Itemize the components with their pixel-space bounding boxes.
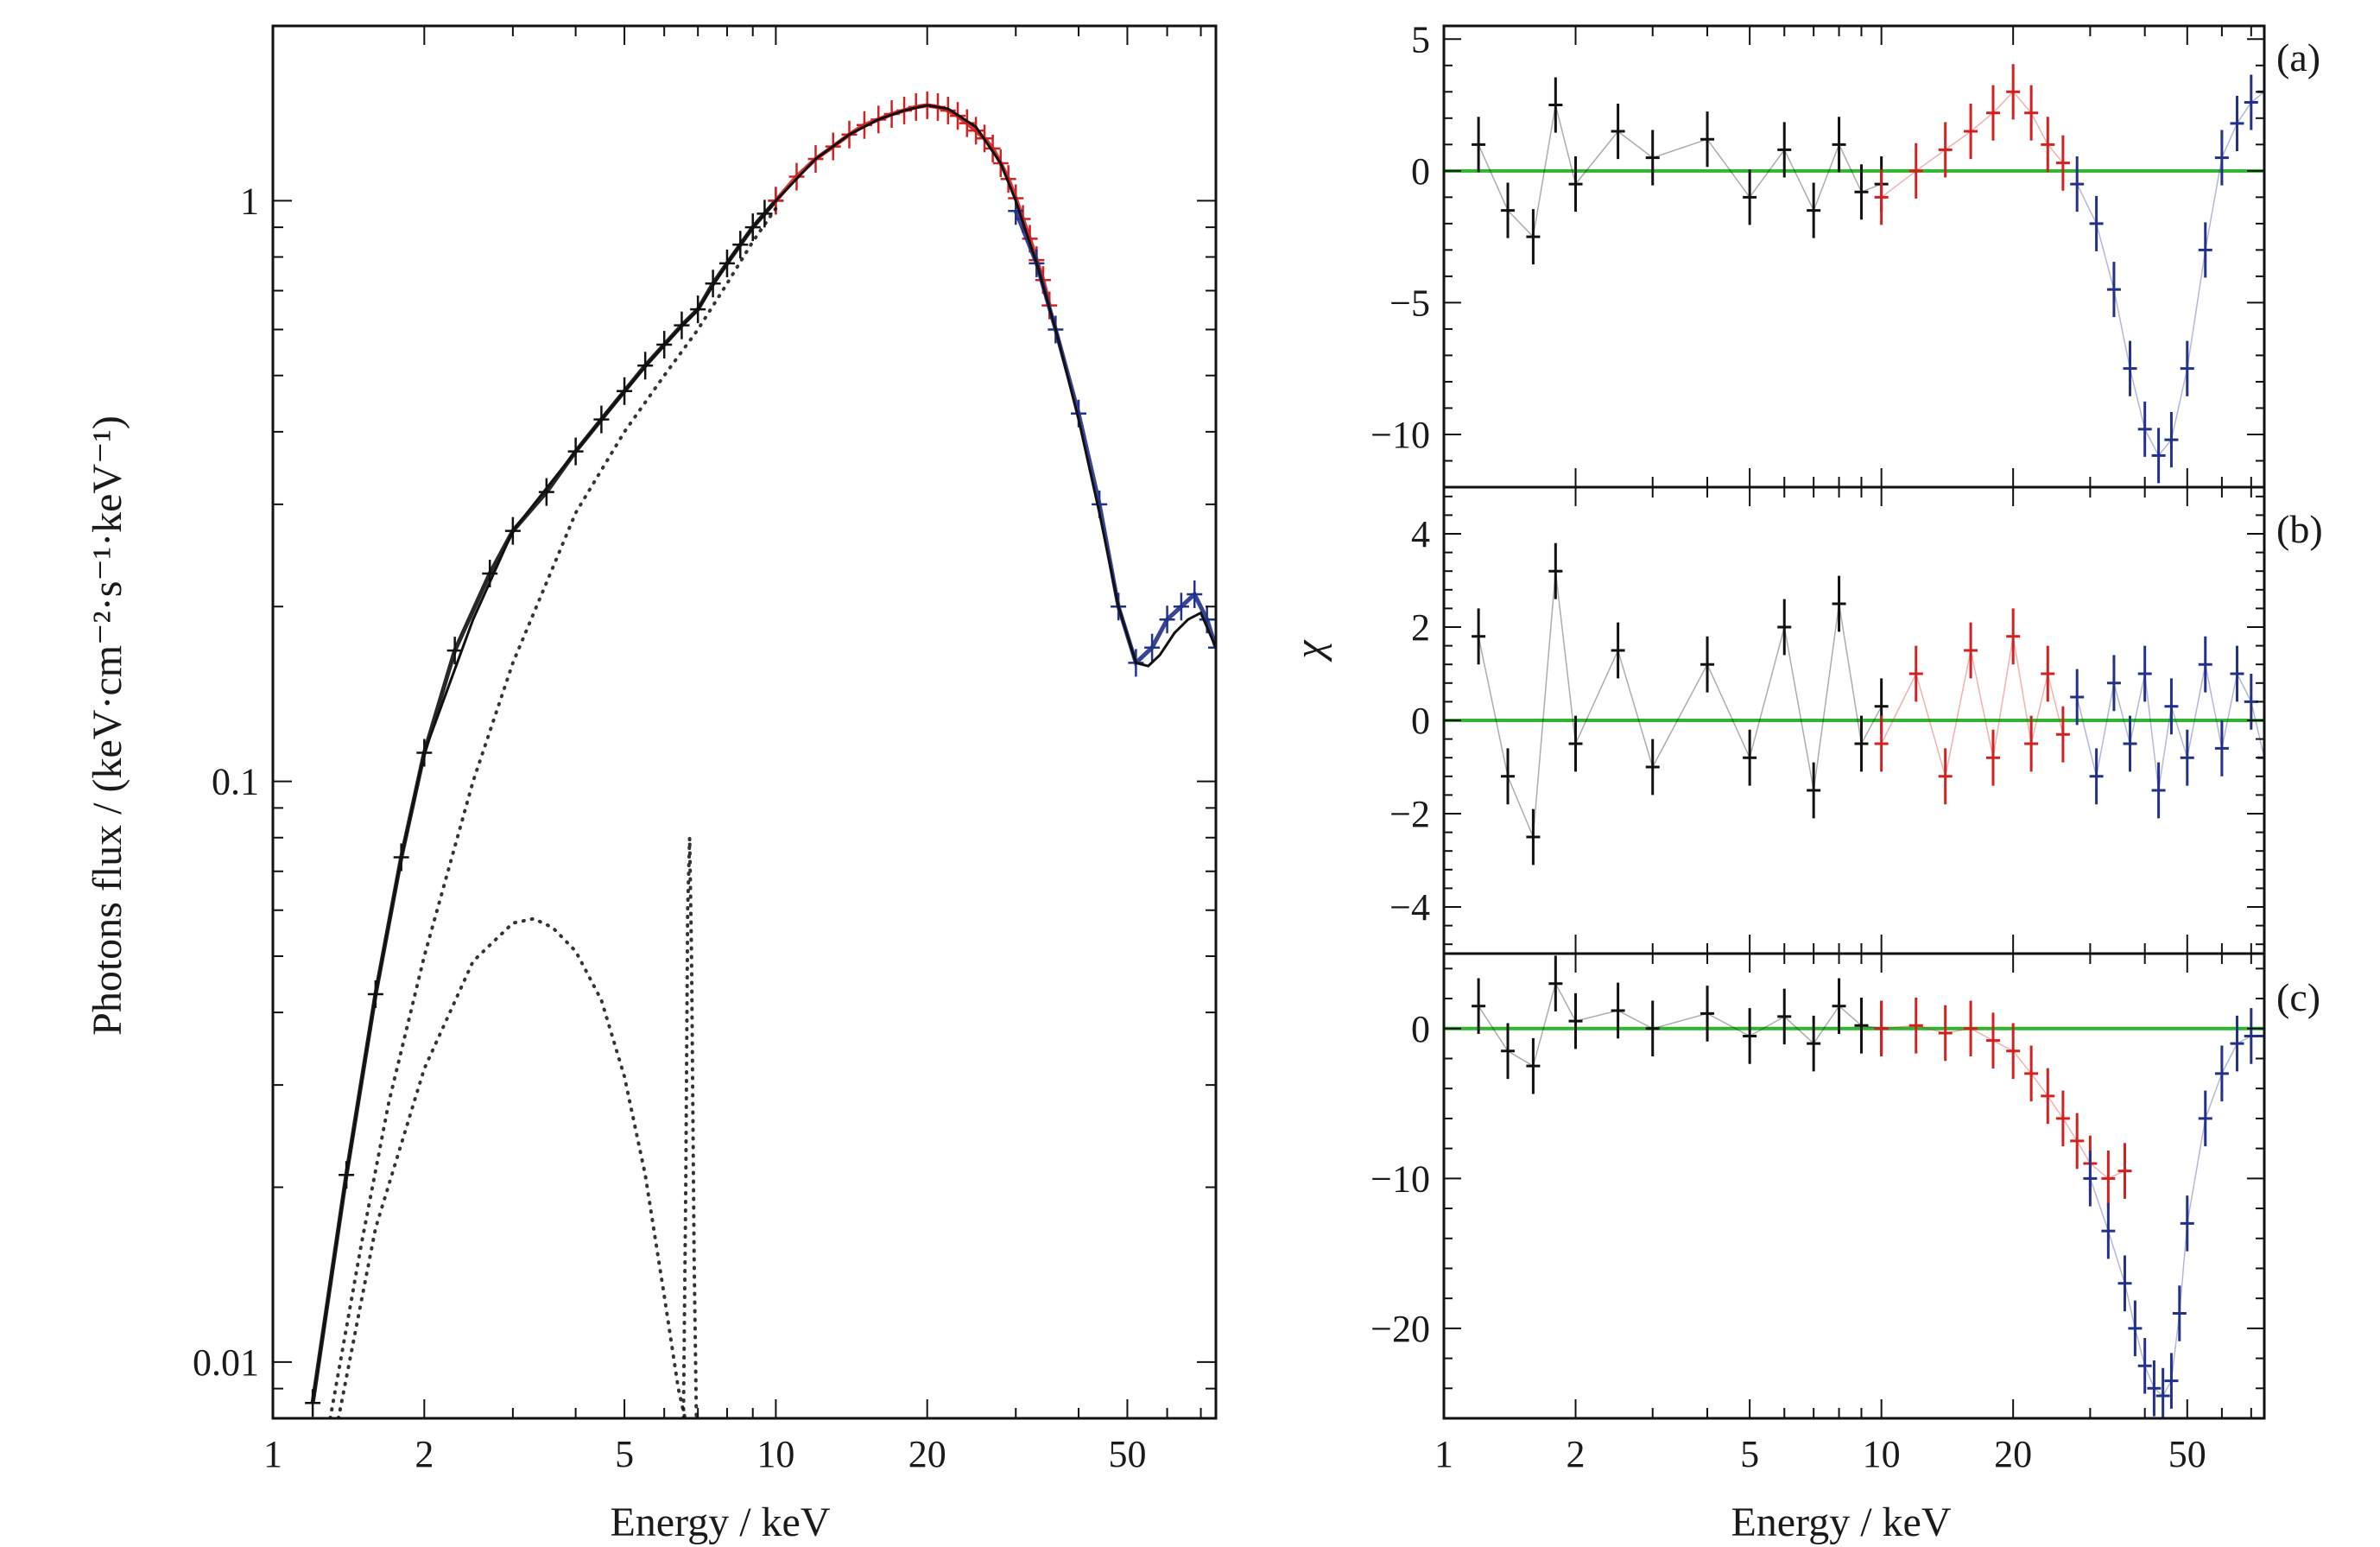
residual-a-y-tick-label: 5 xyxy=(1411,18,1430,60)
spectrum-model-line xyxy=(311,104,1216,1404)
spectrum-y-tick-label: 1 xyxy=(240,180,259,222)
residual-b-y-tick-label: 0 xyxy=(1411,700,1430,742)
spectrum-frame xyxy=(271,24,1218,1420)
residual-c-y-tick-label: 0 xyxy=(1411,1008,1430,1050)
residual-b-y-tick-label: 4 xyxy=(1411,513,1430,555)
residual-b-y-tick-label: 2 xyxy=(1411,606,1430,649)
spectrum-x-tick-label: 1 xyxy=(263,1433,282,1475)
spectrum-data-trace-detector_a xyxy=(310,199,778,1404)
spectrum-model-component xyxy=(336,916,687,1418)
spectrum-model-component xyxy=(328,206,778,1418)
spectrum-data-trace-detector_b xyxy=(774,103,1052,307)
residual-a-residual-trend xyxy=(1881,91,2064,198)
panel-label-c: (c) xyxy=(2276,975,2320,1019)
residual-c-x-tick-label: 50 xyxy=(2168,1433,2206,1475)
residual-b-residual-trend xyxy=(1478,571,1883,838)
residual-c-residual-trend xyxy=(2089,1035,2264,1398)
residual-a-residual-trend xyxy=(1478,105,1882,238)
residual-a-y-tick-label: 0 xyxy=(1411,150,1430,193)
residual-c-x-tick-label: 1 xyxy=(1434,1433,1453,1475)
spectrum-y-tick-label: 0.01 xyxy=(193,1341,259,1384)
residual-y-axis-label: χ xyxy=(1287,639,1332,663)
spectrum-y-tick-label: 0.1 xyxy=(212,761,259,803)
residual-b-y-tick-label: −2 xyxy=(1389,793,1430,835)
residual-a-residual-trend xyxy=(2076,91,2264,457)
residual-b-residual-trend xyxy=(2076,664,2264,791)
spectrum-x-tick-label: 5 xyxy=(615,1433,634,1475)
residual-b-y-tick-label: −4 xyxy=(1389,886,1430,929)
spectrum-x-tick-label: 20 xyxy=(908,1433,946,1475)
residual-c-axes: 1 2 5 10 20 50 0 −10 −20 xyxy=(1370,954,2264,1475)
residual-c-x-tick-label: 2 xyxy=(1567,1433,1586,1475)
residual-c-x-tick-label: 20 xyxy=(1994,1433,2032,1475)
spectrum-panel: 1 2 5 10 20 50 0.01 0.1 1 Energy / keV Photons f… xyxy=(85,24,1218,1545)
panel-label-a: (a) xyxy=(2276,35,2320,79)
residual-c-residual-trend xyxy=(1881,1024,2125,1180)
residual-c-y-tick-label: −10 xyxy=(1370,1157,1430,1200)
residual-a-y-tick-label: −5 xyxy=(1389,282,1430,324)
residual-panel-b: 4 2 0 −2 −4 (b) χ xyxy=(1287,485,2323,955)
spectrum-x-tick-label: 50 xyxy=(1108,1433,1146,1475)
spectrum-y-axis-label: Photons flux / (keV·cm⁻²·s⁻¹·keV⁻¹) xyxy=(85,415,130,1036)
residual-c-plot-area xyxy=(1444,955,2264,1418)
spectrum-x-tick-label: 2 xyxy=(415,1433,434,1475)
spectrum-axes: 1 2 5 10 20 50 0.01 0.1 1 xyxy=(193,25,1216,1475)
residual-a-plot-area xyxy=(1444,64,2264,484)
residual-c-residual-trend xyxy=(1478,981,1882,1068)
residual-panel-c: 1 2 5 10 20 50 0 −10 −20 (c) Energy / keV xyxy=(1370,952,2320,1545)
residual-c-y-tick-label: −20 xyxy=(1370,1308,1430,1350)
residual-b-residual-trend xyxy=(1881,636,2064,777)
residual-c-frame xyxy=(1442,952,2266,1420)
spectrum-model-component xyxy=(681,837,699,1418)
spectrum-x-axis-label: Energy / keV xyxy=(610,1499,830,1545)
spectrum-x-tick-label: 10 xyxy=(756,1433,794,1475)
residual-a-frame xyxy=(1442,24,2266,489)
residual-a-y-tick-label: −10 xyxy=(1370,414,1430,456)
panel-label-b: (b) xyxy=(2276,507,2323,551)
spectrum-plot-area xyxy=(305,91,1216,1418)
residual-a-axes: 5 0 −5 −10 xyxy=(1370,18,2264,488)
residual-c-x-tick-label: 5 xyxy=(1740,1433,1759,1475)
residual-b-axes: 4 2 0 −2 −4 xyxy=(1389,487,2264,954)
residual-x-axis-label: Energy / keV xyxy=(1731,1499,1951,1545)
residual-b-plot-area xyxy=(1444,542,2264,865)
residual-panel-a: 5 0 −5 −10 (a) xyxy=(1370,18,2320,489)
residual-c-x-tick-label: 10 xyxy=(1863,1433,1901,1475)
